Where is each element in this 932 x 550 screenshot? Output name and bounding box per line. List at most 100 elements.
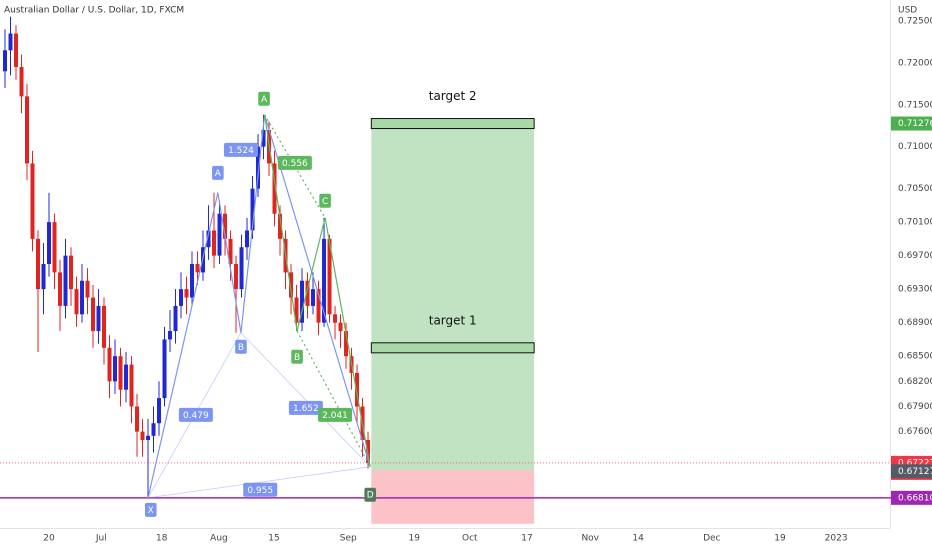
y-tick-label: 0.68200 <box>898 377 932 387</box>
y-tick-label: 0.67900 <box>898 402 932 412</box>
candle-body <box>91 297 96 332</box>
y-tick-label: 0.69700 <box>898 251 932 261</box>
pattern-line <box>296 330 371 468</box>
candle-body <box>113 356 118 382</box>
pattern-label: 0.479 <box>183 411 209 421</box>
candle-body <box>124 364 129 390</box>
candle-body <box>52 222 57 273</box>
candle-body <box>311 289 316 306</box>
candle-body <box>217 213 222 256</box>
candle-body <box>85 280 90 298</box>
candle-body <box>261 129 266 147</box>
x-tick-label: 19 <box>774 534 786 544</box>
pattern-badge <box>277 155 312 170</box>
y-tick-label: 0.70500 <box>898 184 932 194</box>
x-tick-label: 18 <box>156 534 168 544</box>
candle-body <box>195 264 200 273</box>
y-tick-label: 0.72500 <box>898 16 932 26</box>
pattern-badge <box>178 407 213 422</box>
pattern-label: A <box>215 169 222 179</box>
candle-body <box>118 356 123 390</box>
y-tick-label: 0.72000 <box>898 58 932 68</box>
candle-body <box>234 264 239 290</box>
candle-body <box>327 238 332 315</box>
x-tick-label: Dec <box>703 534 720 544</box>
price-tag <box>891 116 932 131</box>
chart-title: Australian Dollar / U.S. Dollar, 1D, FXC… <box>4 6 184 16</box>
pattern-label: B <box>294 353 300 363</box>
pattern-label: X <box>148 506 154 516</box>
candle-body <box>36 238 41 290</box>
candle-body <box>322 238 327 323</box>
pattern-label: 2.041 <box>322 411 348 421</box>
pattern-badge <box>144 502 157 517</box>
target-label: target 2 <box>429 89 477 103</box>
candle-body <box>8 33 13 51</box>
candle-body <box>80 280 85 315</box>
candle-body <box>140 431 145 440</box>
candle-body <box>289 272 294 298</box>
x-tick-label: 19 <box>408 534 420 544</box>
pattern-label: 1.652 <box>293 404 319 414</box>
y-tick-label: 0.70100 <box>898 218 932 228</box>
candle-body <box>168 331 173 340</box>
candle-body <box>14 33 19 68</box>
candle-body <box>278 213 283 239</box>
pattern-line <box>217 192 242 333</box>
candle-body <box>344 331 349 357</box>
price-tag-label: 0.71276 <box>898 119 932 129</box>
pattern-badge <box>243 482 278 497</box>
candle-body <box>69 255 74 290</box>
candle-body <box>239 247 244 290</box>
pattern-label: 0.955 <box>247 486 273 496</box>
pattern-badge <box>318 407 353 422</box>
candle-body <box>63 255 68 306</box>
candle-body <box>355 372 360 407</box>
candle-body <box>173 305 178 332</box>
candle-body <box>74 289 79 315</box>
loss-zone <box>371 470 535 524</box>
candle-body <box>146 435 151 440</box>
pattern-line <box>264 114 371 467</box>
candle-body <box>190 264 195 298</box>
x-tick-label: Oct <box>462 534 478 544</box>
y-tick-label: 0.71000 <box>898 142 932 152</box>
candle-body <box>228 238 233 264</box>
price-tag <box>891 464 932 479</box>
candle-body <box>206 230 211 248</box>
candle-body <box>333 314 338 323</box>
candle-body <box>135 406 140 432</box>
x-tick-label: 17 <box>521 534 532 544</box>
candle-body <box>157 398 162 424</box>
candle-body <box>300 280 305 323</box>
candle-body <box>162 339 167 399</box>
candle-body <box>30 163 35 239</box>
target-box <box>370 342 535 354</box>
candle-body <box>272 163 277 214</box>
candle-body <box>58 272 63 306</box>
candle-body <box>151 423 156 436</box>
profit-zone <box>371 123 535 471</box>
price-tag-label: 0.67227 <box>898 458 932 468</box>
pattern-label: A <box>261 95 268 105</box>
candle-body <box>19 67 24 97</box>
pattern-line <box>147 466 371 499</box>
candle-body <box>245 230 250 248</box>
y-tick-label: 0.69300 <box>898 285 932 295</box>
pattern-badge <box>223 142 258 157</box>
candle-body <box>41 264 46 290</box>
candle-body <box>129 364 134 407</box>
price-tag <box>891 490 932 505</box>
pattern-line <box>147 192 219 498</box>
pattern-badge <box>319 193 331 208</box>
target-box <box>370 118 535 130</box>
pattern-badge <box>235 339 247 354</box>
candle-body <box>256 146 261 189</box>
y-tick-label: 0.68500 <box>898 352 932 362</box>
candle-body <box>179 289 184 306</box>
candle-body <box>102 305 107 348</box>
candle-body <box>316 289 321 323</box>
pattern-label: 0.556 <box>282 159 308 169</box>
